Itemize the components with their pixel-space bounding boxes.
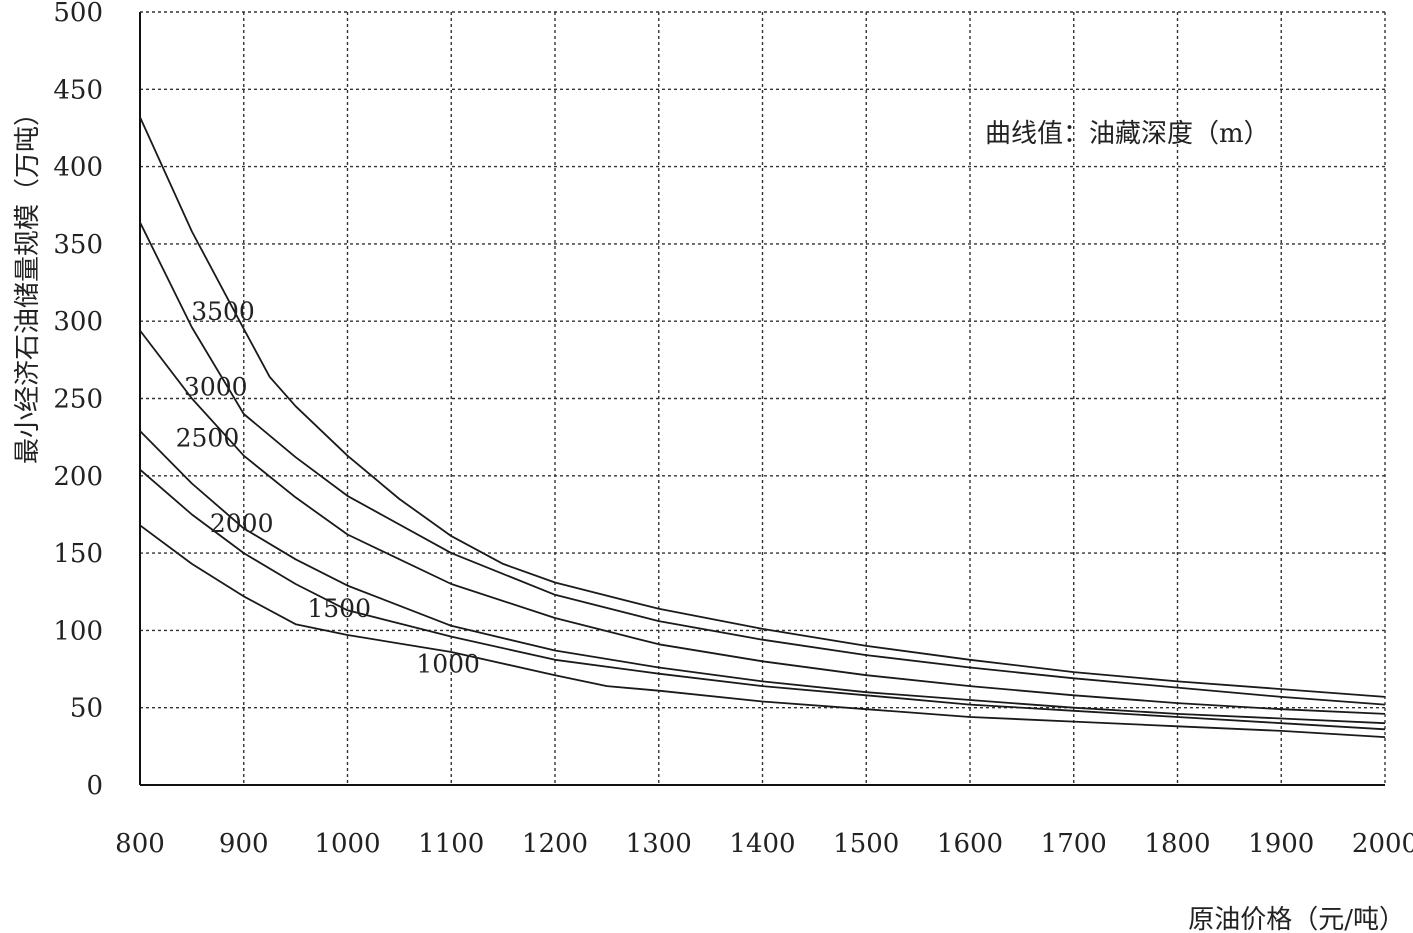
- axes: [139, 12, 1385, 786]
- x-tick-label: 1300: [626, 829, 692, 859]
- curve-label-1000: 1000: [416, 649, 480, 678]
- curve-label-3500: 3500: [191, 297, 255, 326]
- y-tick-label: 50: [70, 694, 103, 724]
- x-tick-label: 1200: [522, 829, 588, 859]
- curve-value-note: 曲线值：油藏深度（m）: [985, 119, 1270, 149]
- x-tick-label: 1000: [314, 829, 380, 859]
- x-tick-label: 1400: [729, 829, 795, 859]
- x-tick-label: 800: [115, 829, 165, 859]
- curve-label-2000: 2000: [210, 509, 274, 538]
- y-tick-label: 200: [53, 462, 103, 492]
- curve-label-2500: 2500: [176, 424, 240, 453]
- curve-label-3000: 3000: [184, 373, 248, 402]
- series-lines: [139, 116, 1386, 738]
- x-tick-label: 2000: [1352, 829, 1413, 859]
- y-tick-label: 0: [86, 771, 103, 801]
- y-tick-label: 450: [53, 75, 103, 105]
- x-tick-label: 1100: [418, 829, 484, 859]
- series-line-2000: [139, 430, 1386, 725]
- tick-labels: 800 900 1000 1100 1200 1300 1400 1500 1600 1700 18…: [53, 0, 1413, 859]
- x-axis-title: 原油价格（元/吨）: [1188, 905, 1405, 933]
- series-line-1000: [139, 524, 1386, 738]
- y-tick-label: 250: [53, 385, 103, 415]
- x-tick-label: 1800: [1144, 829, 1210, 859]
- series-line-1500: [139, 468, 1386, 731]
- y-tick-label: 350: [53, 230, 103, 260]
- y-tick-label: 300: [53, 307, 103, 337]
- x-tick-label: 1600: [937, 829, 1003, 859]
- series-line-3500: [139, 116, 1386, 698]
- series-line-3000: [139, 221, 1386, 706]
- x-tick-label: 1900: [1248, 829, 1314, 859]
- y-tick-label: 400: [53, 153, 103, 183]
- x-tick-label: 900: [219, 829, 269, 859]
- grid: [140, 11, 1386, 785]
- curve-labels: 3500 3000 2500 2000 1500 1000: [176, 297, 480, 678]
- y-tick-label: 100: [53, 616, 103, 646]
- series-line-2500: [139, 329, 1386, 715]
- y-tick-label: 150: [53, 539, 103, 569]
- x-tick-label: 1500: [833, 829, 899, 859]
- y-tick-label: 500: [53, 0, 103, 28]
- y-axis-title: 最小经济石油储量规模（万吨）: [13, 100, 43, 464]
- curve-label-1500: 1500: [307, 594, 371, 623]
- x-tick-label: 1700: [1041, 829, 1107, 859]
